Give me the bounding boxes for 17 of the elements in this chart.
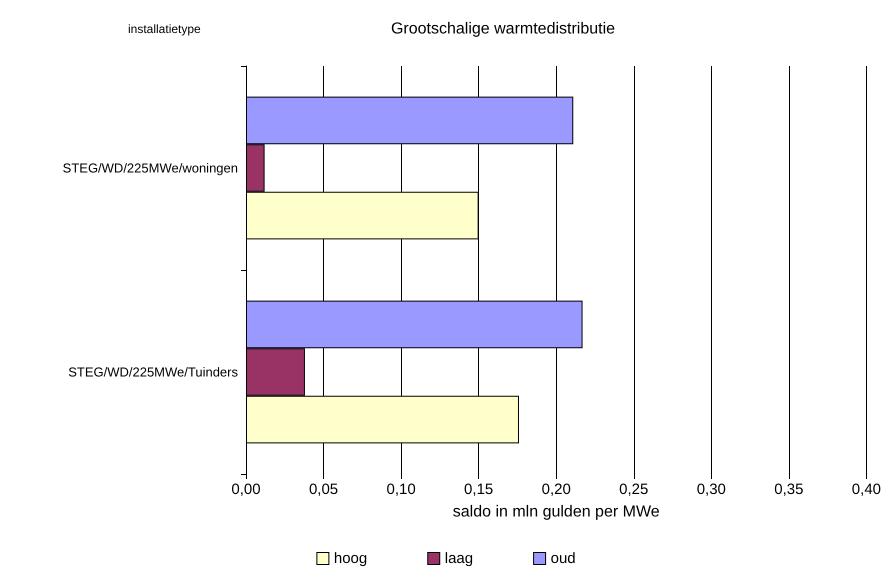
- legend-label: oud: [550, 550, 576, 567]
- x-axis-title: saldo in mln gulden per MWe: [452, 504, 660, 520]
- x-tick-label: 0,00: [231, 481, 261, 498]
- y-axis-title: installatietype: [128, 22, 202, 36]
- x-tick-label: 0,15: [464, 481, 494, 498]
- x-tick-label: 0,25: [619, 481, 648, 498]
- x-tick-label: 0,10: [386, 481, 416, 498]
- chart-title: Grootschalige warmtedistributie: [390, 20, 616, 38]
- legend-label: hoog: [334, 550, 368, 567]
- x-tick-label: 0,05: [308, 481, 338, 498]
- x-tick-label: 0,35: [774, 481, 804, 498]
- y-tick-label: STEG/WD/225MWe/woningen: [62, 160, 238, 176]
- y-tick-label: STEG/WD/225MWe/Tuinders: [68, 364, 238, 380]
- x-tick-label: 0,40: [852, 481, 882, 498]
- x-tick-label: 0,30: [696, 481, 726, 498]
- legend-label: laag: [444, 550, 474, 567]
- x-tick-label: 0,20: [542, 481, 571, 498]
